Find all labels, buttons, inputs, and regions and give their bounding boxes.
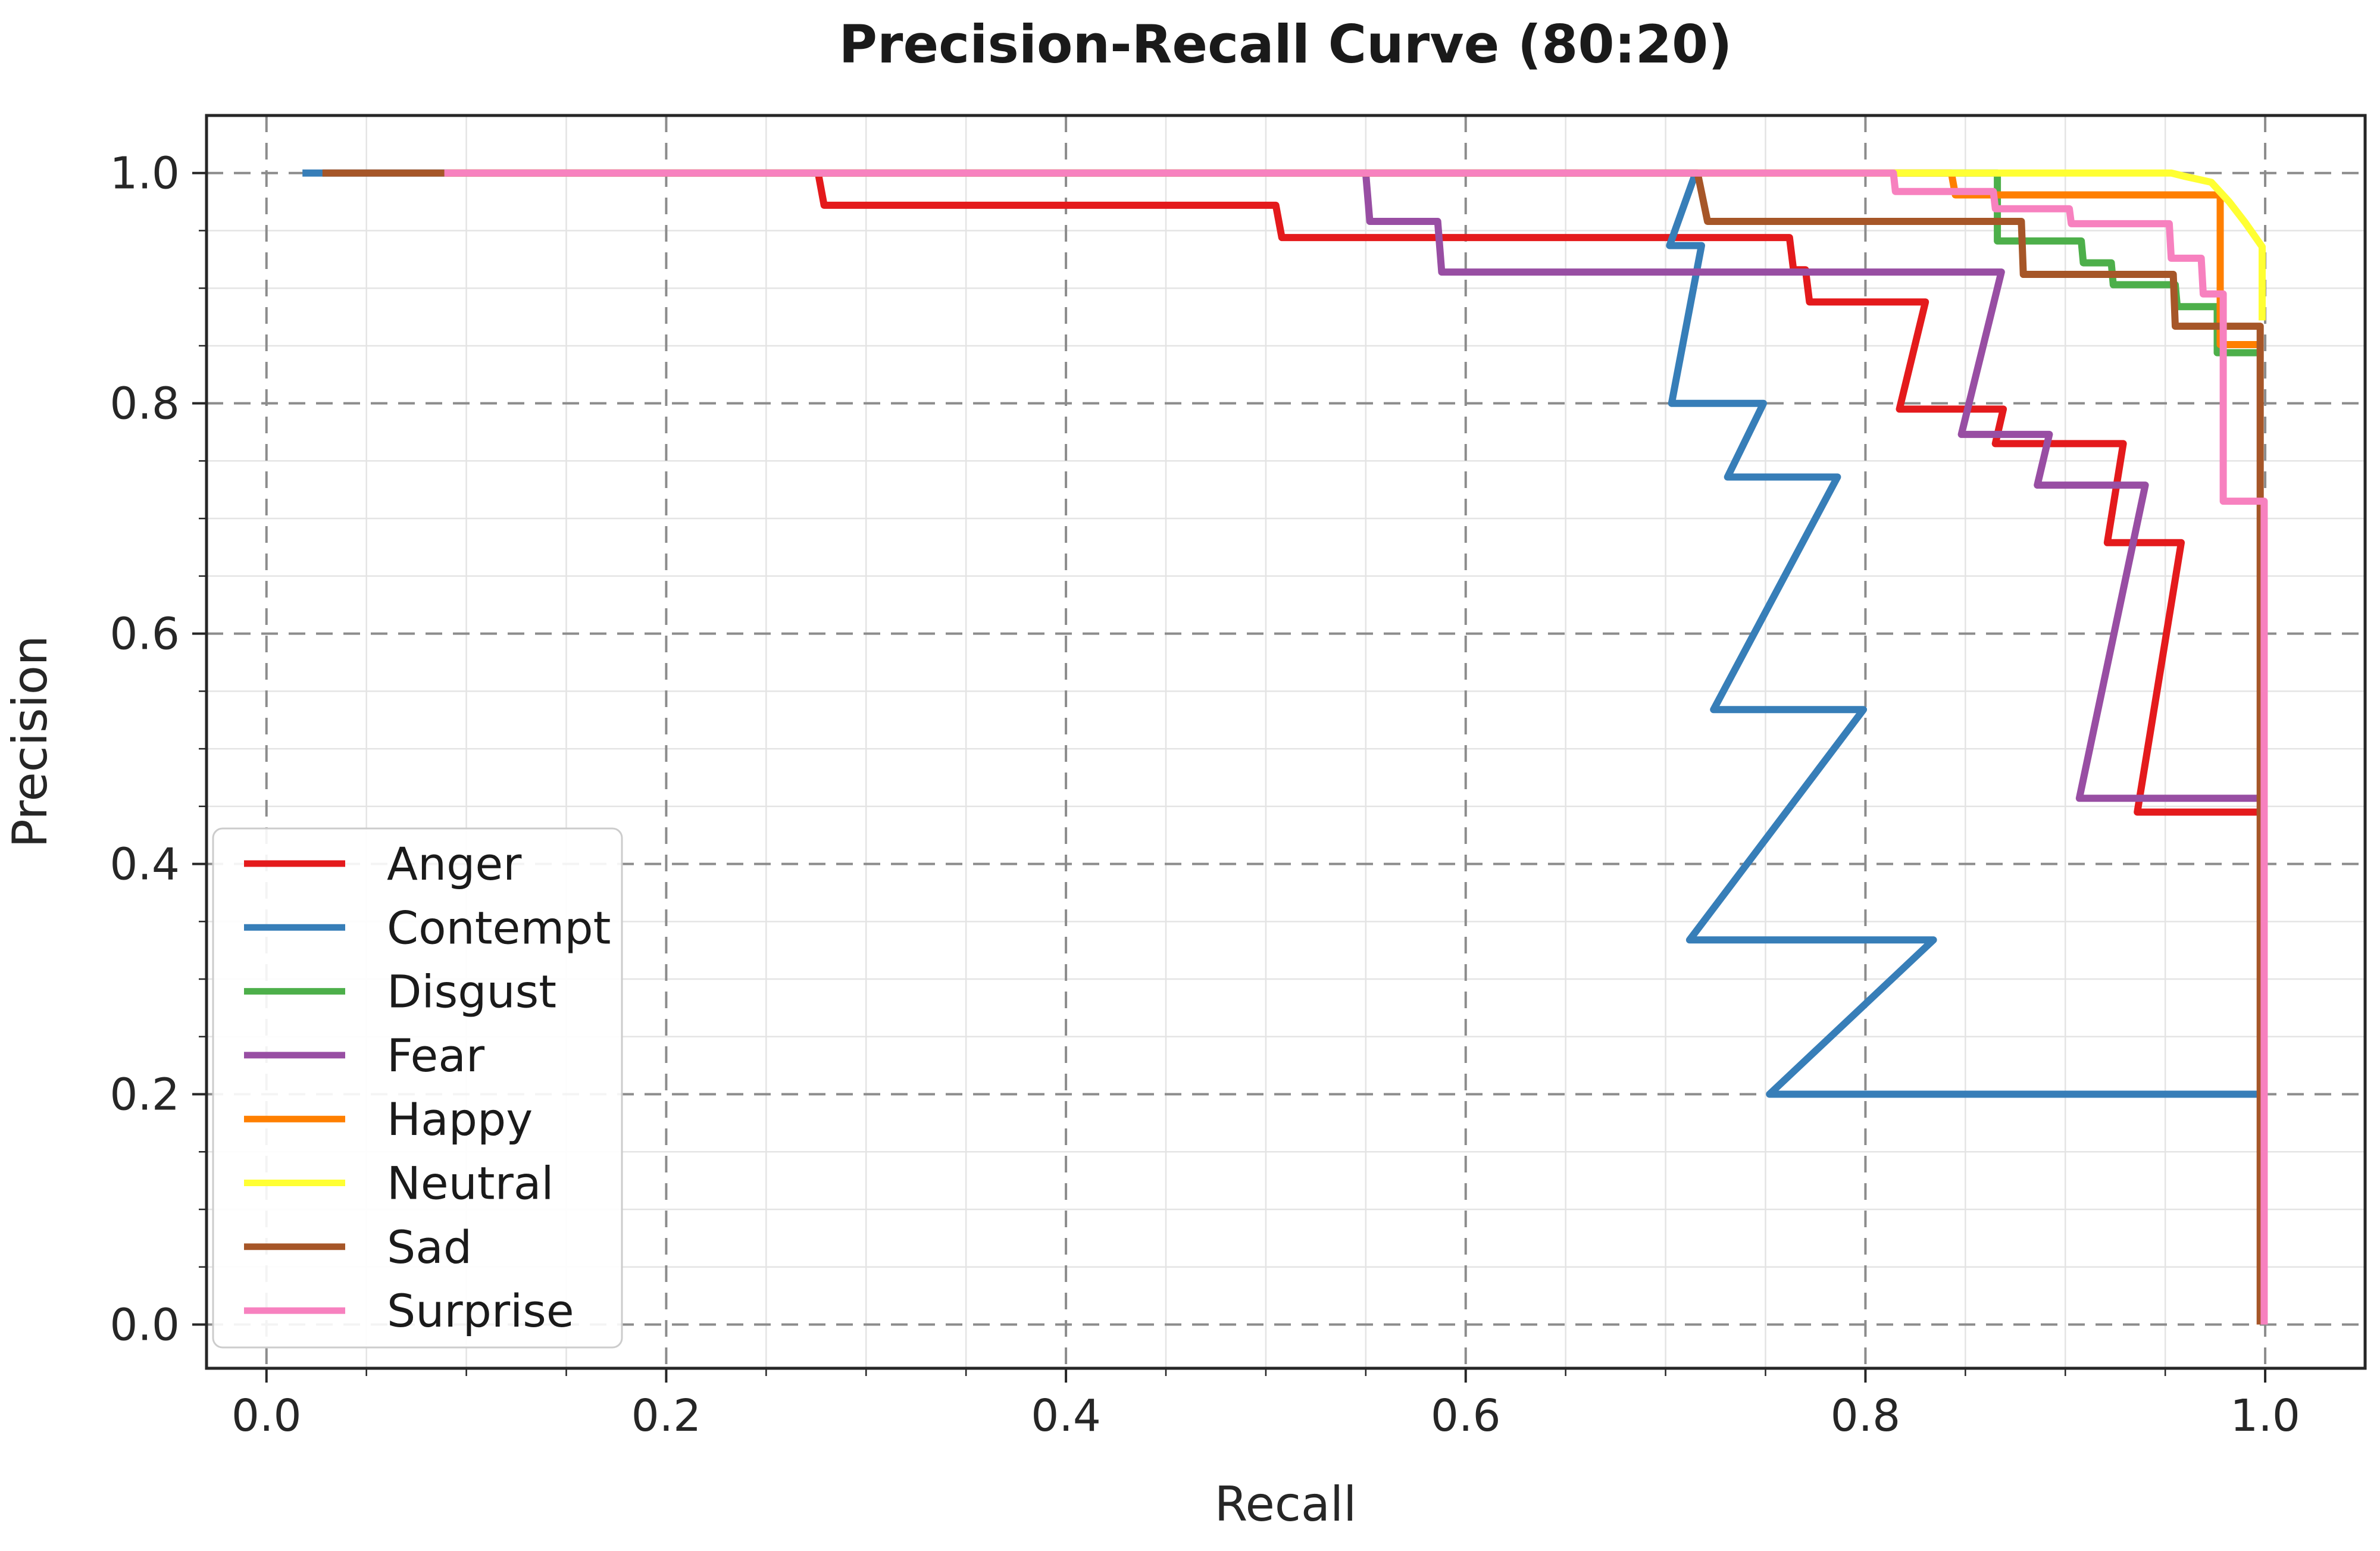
x-tick-label-0.2: 0.2	[631, 1390, 702, 1441]
legend-box	[212, 827, 623, 1349]
axis-tick-labels: 0.0 0.2 0.4 0.6 0.8 1.0 0.0 0.2 0.4 0.6 0.8 1.0	[110, 148, 2300, 1441]
legend-label-anger: Anger	[387, 837, 522, 890]
y-tick-label-0.0: 0.0	[110, 1299, 180, 1350]
x-axis-label: Recall	[1215, 1477, 1357, 1532]
y-tick-label-0.2: 0.2	[110, 1070, 180, 1121]
x-tick-label-0.4: 0.4	[1031, 1390, 1101, 1441]
legend-item-fear: Fear	[244, 1029, 485, 1082]
legend-item-happy: Happy	[244, 1093, 533, 1146]
y-tick-label-0.4: 0.4	[110, 839, 180, 890]
legend-label-happy: Happy	[387, 1093, 533, 1146]
legend: Anger Contempt Disgust Fear Happy Neutral Sad S…	[212, 827, 623, 1349]
legend-item-surprise: Surprise	[244, 1284, 574, 1337]
x-tick-label-0.6: 0.6	[1431, 1390, 1501, 1441]
legend-item-neutral: Neutral	[244, 1157, 554, 1210]
series-line-anger	[446, 169, 2263, 816]
series-lines	[302, 169, 2268, 1325]
legend-label-sad: Sad	[387, 1221, 472, 1274]
plot-border	[205, 114, 2367, 1370]
legend-label-fear: Fear	[387, 1029, 485, 1082]
x-tick-label-0.0: 0.0	[232, 1390, 302, 1441]
legend-label-surprise: Surprise	[387, 1284, 574, 1337]
y-tick-label-0.6: 0.6	[110, 609, 180, 660]
legend-item-sad: Sad	[244, 1221, 472, 1274]
series-line-sad	[322, 169, 2264, 1325]
legend-label-disgust: Disgust	[387, 965, 556, 1018]
x-tick-label-0.8: 0.8	[1831, 1390, 1901, 1441]
series-line-fear	[446, 169, 2263, 802]
y-axis-label: Precision	[2, 636, 58, 848]
legend-item-disgust: Disgust	[244, 965, 556, 1018]
axis-ticks	[192, 171, 2267, 1383]
y-tick-label-0.8: 0.8	[110, 379, 180, 430]
y-tick-label-1.0: 1.0	[110, 148, 180, 199]
series-line-surprise	[444, 169, 2268, 1325]
legend-label-contempt: Contempt	[387, 901, 611, 954]
chart-title: Precision-Recall Curve (80:20)	[839, 14, 1732, 75]
legend-item-anger: Anger	[244, 837, 522, 890]
series-line-contempt	[302, 169, 2263, 1098]
series-line-neutral	[446, 169, 2266, 321]
x-tick-label-1.0: 1.0	[2230, 1390, 2300, 1441]
legend-item-contempt: Contempt	[244, 901, 611, 954]
legend-label-neutral: Neutral	[387, 1157, 554, 1210]
